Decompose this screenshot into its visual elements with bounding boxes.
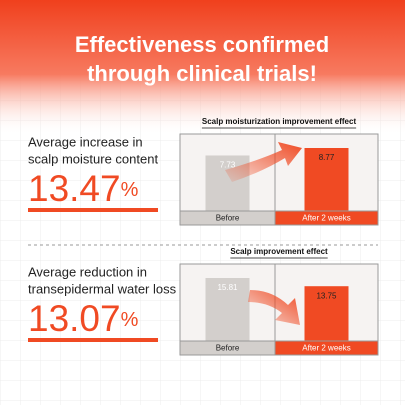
stat-label: scalp moisture content — [28, 151, 158, 166]
header-band — [0, 0, 405, 135]
trend-arrow — [225, 142, 302, 182]
bar — [304, 286, 349, 341]
value-label: 7.73 — [220, 161, 236, 170]
title-line: Effectiveness confirmed — [75, 32, 329, 57]
stat-label: Average increase in — [28, 134, 143, 149]
chart-title: Scalp improvement effect — [230, 247, 328, 256]
title-line: through clinical trials! — [87, 61, 317, 86]
stat-underline — [28, 208, 158, 212]
category-label: After 2 weeks — [302, 214, 350, 223]
stat-unit: % — [121, 309, 139, 331]
trend-arrow — [248, 290, 300, 325]
value-label: 13.75 — [316, 291, 337, 300]
stat-label: Average reduction in — [28, 264, 147, 279]
chart-title: Scalp moisturization improvement effect — [202, 117, 357, 126]
value-label: 15.81 — [217, 283, 238, 292]
bar — [304, 148, 349, 211]
stat-value: 13.47% — [28, 168, 139, 209]
category-cell — [274, 210, 379, 226]
category-label: Before — [216, 344, 240, 353]
bar — [205, 155, 250, 211]
value-label: 8.77 — [319, 153, 335, 162]
category-cell — [274, 340, 379, 356]
bar — [205, 278, 250, 341]
stat-number: 13.47 — [28, 168, 121, 209]
stat-label: transepidermal water loss — [28, 281, 177, 296]
stat-number: 13.07 — [28, 298, 121, 339]
stat-underline — [28, 338, 158, 342]
category-label: Before — [216, 214, 240, 223]
category-label: After 2 weeks — [302, 344, 350, 353]
stat-unit: % — [121, 179, 139, 201]
stat-value: 13.07% — [28, 298, 139, 339]
